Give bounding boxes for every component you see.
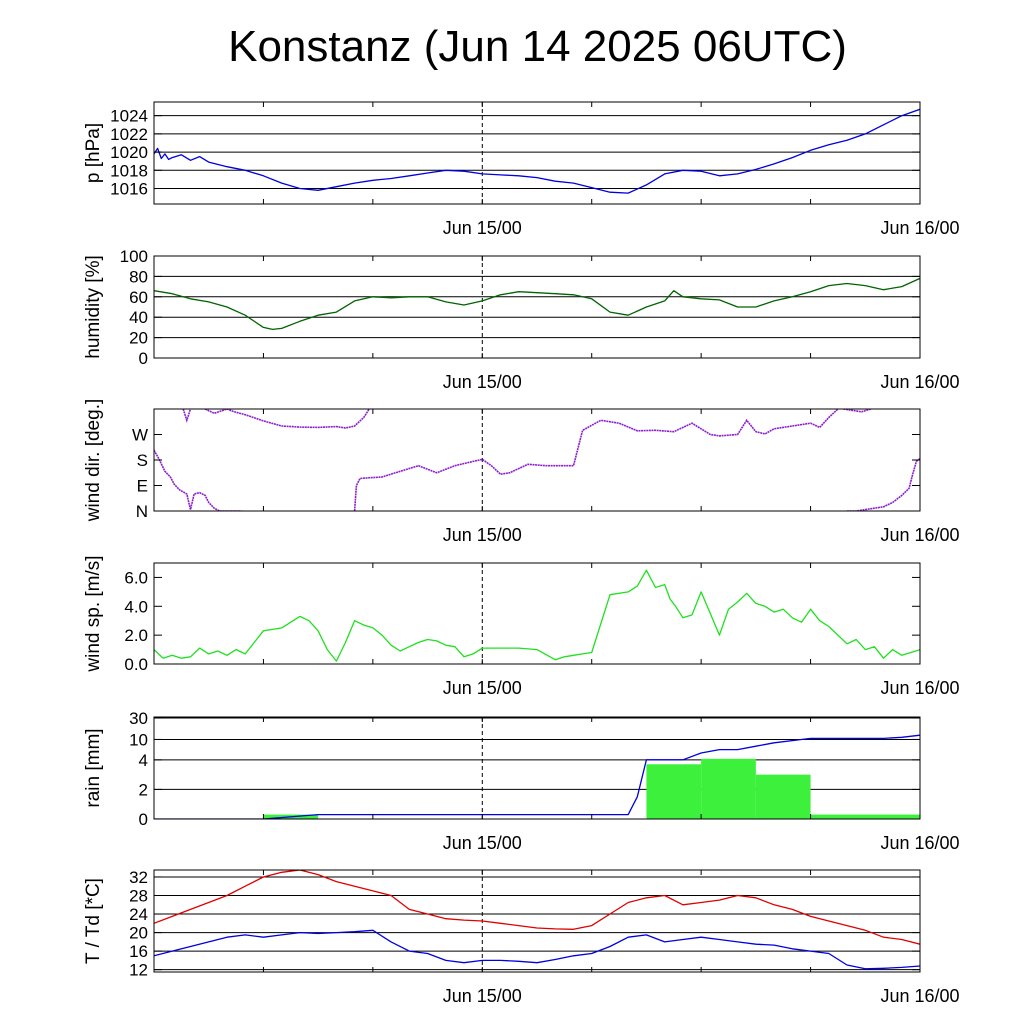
x-tick-label: Jun 15/00: [443, 525, 522, 545]
wind-direction-trace: [353, 409, 839, 511]
y-tick-label: 40: [129, 308, 148, 327]
x-tick-label: Jun 15/00: [443, 833, 522, 853]
y-tick-label: W: [132, 426, 148, 445]
y-tick-label: 1018: [110, 161, 148, 180]
rain-panel: 0 2 4 10 30 rain [mm] Jun 15/00 Jun 16/00: [83, 709, 960, 853]
y-tick-label: 16: [129, 942, 148, 961]
wind_speed-panel: 0.0 2.0 4.0 6.0 wind sp. [m/s] Jun 15/00 Jun 1…: [83, 555, 960, 698]
y-tick-label: 100: [120, 247, 148, 266]
page-title: Konstanz (Jun 14 2025 06UTC): [228, 22, 847, 71]
y-tick-label: 1022: [110, 125, 148, 144]
plot-frame: [153, 408, 921, 512]
wind-direction-trace: [204, 409, 370, 429]
wind-direction-trace: [182, 409, 192, 423]
wind-direction-trace: [847, 457, 920, 511]
rain-series-0: [154, 734, 920, 819]
y-tick-label: 80: [129, 267, 148, 286]
rain-bar: [701, 758, 756, 819]
y-axis-label: T / Td [*C]: [83, 878, 104, 964]
y-tick-label: 10: [129, 730, 148, 749]
y-axis-label: wind dir. [deg.]: [83, 399, 104, 523]
plot-frame: [153, 101, 921, 205]
y-tick-label: 24: [129, 905, 148, 924]
y-tick-label: S: [137, 451, 148, 470]
x-tick-label: Jun 16/00: [880, 218, 959, 238]
y-axis-label: rain [mm]: [83, 728, 104, 807]
wind-direction-trace: [154, 449, 242, 511]
x-tick-label: Jun 16/00: [880, 833, 959, 853]
y-tick-label: 0.0: [124, 655, 148, 674]
temperature-series-1: [154, 929, 920, 970]
y-tick-label: 2.0: [124, 626, 148, 645]
y-tick-label: 6.0: [124, 568, 148, 587]
y-axis-label: wind sp. [m/s]: [83, 555, 104, 672]
y-tick-label: 4.0: [124, 597, 148, 616]
y-tick-label: 1016: [110, 180, 148, 199]
y-tick-label: 1024: [110, 107, 148, 126]
y-tick-label: 32: [129, 868, 148, 887]
x-tick-label: Jun 16/00: [880, 986, 959, 1006]
y-tick-label: 30: [129, 709, 148, 728]
y-tick-label: 20: [129, 924, 148, 943]
plot-frame: [153, 716, 921, 820]
x-tick-label: Jun 15/00: [443, 986, 522, 1006]
y-axis-label: humidity [%]: [83, 255, 104, 358]
y-tick-label: 4: [139, 751, 148, 770]
plot-frame: [153, 562, 921, 665]
y-tick-label: N: [136, 502, 148, 521]
y-tick-label: 28: [129, 887, 148, 906]
y-axis-label: p [hPa]: [83, 123, 104, 183]
y-tick-label: 1020: [110, 143, 148, 162]
rain-bar: [810, 814, 920, 819]
x-tick-label: Jun 15/00: [443, 218, 522, 238]
wind_speed-series-0: [154, 569, 920, 662]
y-tick-label: 20: [129, 329, 148, 348]
x-tick-label: Jun 16/00: [880, 678, 959, 698]
rain-bar: [755, 774, 811, 819]
x-tick-label: Jun 15/00: [443, 372, 522, 392]
x-tick-label: Jun 15/00: [443, 678, 522, 698]
y-tick-label: E: [137, 477, 148, 496]
wind-direction-trace: [843, 409, 872, 413]
plot-frame: [153, 255, 921, 359]
y-tick-label: 12: [129, 961, 148, 980]
y-tick-label: 2: [139, 780, 148, 799]
y-tick-label: 60: [129, 288, 148, 307]
y-tick-label: 0: [139, 349, 148, 368]
rain-bar: [646, 764, 702, 819]
humidity-series-0: [154, 277, 920, 331]
x-tick-label: Jun 16/00: [880, 372, 959, 392]
pressure-series-0: [154, 108, 920, 194]
y-tick-label: 0: [139, 810, 148, 829]
plot-frame: [153, 869, 921, 973]
x-tick-label: Jun 16/00: [880, 525, 959, 545]
temperature-series-0: [154, 870, 920, 945]
